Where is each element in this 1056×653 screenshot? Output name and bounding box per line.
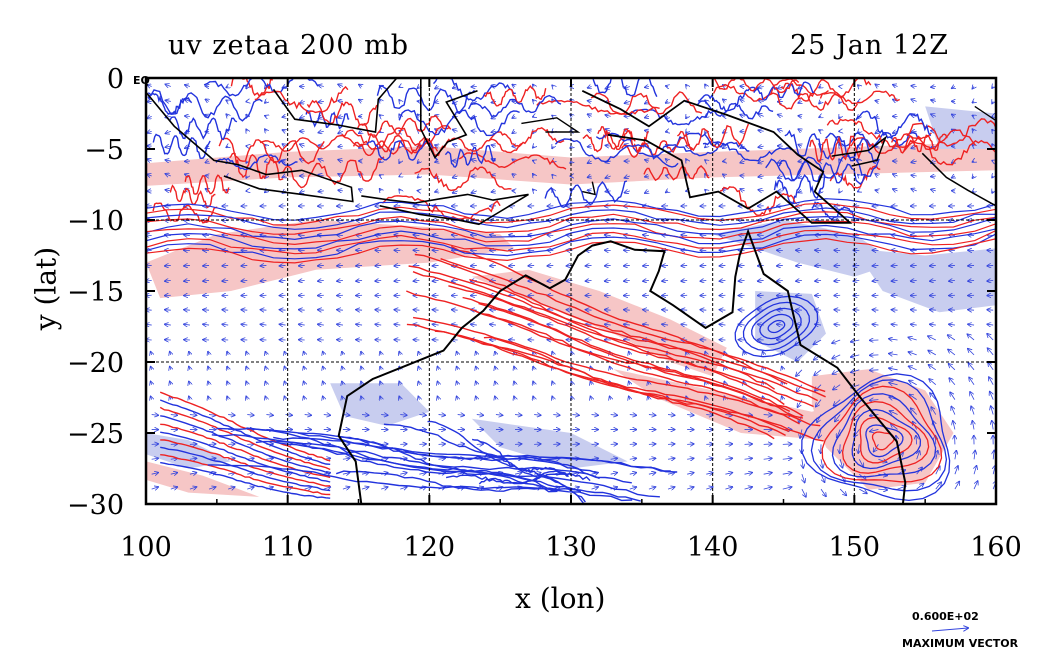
y-tick-label: −25 bbox=[67, 419, 124, 450]
y-tick-label: −5 bbox=[84, 135, 124, 166]
vector-scale-arrow bbox=[931, 628, 968, 632]
x-tick-label: 110 bbox=[262, 532, 314, 563]
x-tick-label: 130 bbox=[545, 532, 597, 563]
x-tick-label: 150 bbox=[829, 532, 881, 563]
plot-title: uv zetaa 200 mb bbox=[168, 30, 410, 61]
coastlines bbox=[146, 78, 996, 504]
y-tick-label: −15 bbox=[67, 277, 124, 308]
equator-label: EQ bbox=[133, 74, 150, 87]
y-tick-label: 0 bbox=[107, 64, 124, 95]
x-axis-label: x (lon) bbox=[515, 582, 606, 615]
vector-scale-label: MAXIMUM VECTOR bbox=[902, 637, 1019, 650]
x-tick-label: 160 bbox=[970, 532, 1022, 563]
y-tick-label: −10 bbox=[67, 206, 124, 237]
vector-scale-value: 0.600E+02 bbox=[912, 610, 979, 623]
x-tick-label: 140 bbox=[687, 532, 739, 563]
grid-lines bbox=[146, 78, 996, 504]
y-tick-label: −20 bbox=[67, 348, 124, 379]
axis-ticks bbox=[145, 77, 997, 505]
x-tick-label: 100 bbox=[120, 532, 172, 563]
x-tick-label: 120 bbox=[404, 532, 456, 563]
y-tick-label: −30 bbox=[67, 490, 124, 521]
plot-date: 25 Jan 12Z bbox=[790, 30, 949, 61]
